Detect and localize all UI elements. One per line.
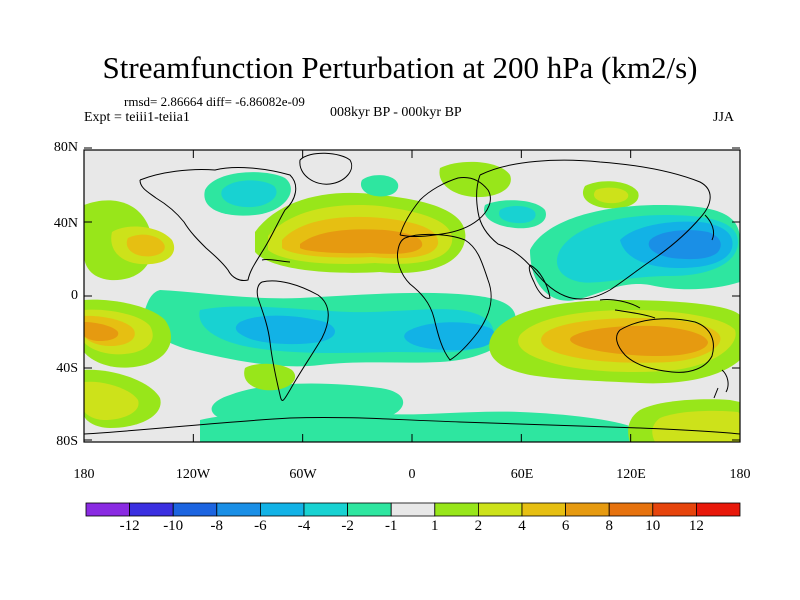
contour-pos-2-southwest-pacific	[84, 381, 139, 420]
map-title: Streamfunction Perturbation at 200 hPa (…	[102, 50, 698, 85]
colorbar-label: 2	[474, 518, 483, 534]
contour-neg-1-southern-ocean	[200, 411, 640, 442]
coastline-greenland	[299, 152, 353, 185]
lon-label-60e: 60E	[510, 467, 534, 482]
contour-neg-4-south-america	[235, 315, 336, 345]
contour-neg-1-scandinavia	[360, 175, 399, 197]
colorbar-label: 4	[518, 518, 526, 534]
colorbar	[85, 502, 741, 517]
colorbar-label: -12	[119, 518, 140, 534]
coastlines	[84, 152, 740, 435]
coastline-africa	[397, 233, 492, 361]
colorbar-label: -2	[341, 518, 354, 534]
colorbar-swatch	[565, 502, 610, 517]
coastline-japan	[704, 214, 715, 241]
colorbar-swatch	[347, 502, 392, 517]
contour-pos-2-siberia	[593, 187, 629, 204]
contour-neg-2-north-america	[221, 180, 277, 208]
lon-label-180w: 180	[73, 467, 95, 482]
lat-label-80s: 80S	[56, 434, 78, 449]
coastline-india	[528, 264, 551, 299]
coastline-caribbean	[261, 258, 291, 263]
colorbar-swatch	[608, 502, 654, 517]
colorbar-swatch	[434, 502, 479, 517]
colorbar-label: -6	[254, 518, 267, 534]
colorbar-label: 1	[431, 518, 439, 534]
coastline-europe	[399, 177, 491, 238]
contour-neg-6-west-pacific	[648, 230, 721, 260]
coastline-north-america	[139, 167, 297, 281]
lat-label-80n: 80N	[53, 140, 78, 155]
colorbar-swatch	[129, 502, 174, 517]
contour-pos-6-east-pacific	[84, 322, 119, 341]
colorbar-swatch	[172, 502, 218, 517]
contour-pos-2-south-indian	[652, 410, 740, 442]
colorbar-label: -4	[297, 518, 311, 534]
colorbar-swatch	[652, 502, 697, 517]
colorbar-label: -8	[210, 518, 224, 534]
colorbar-swatch	[521, 502, 566, 517]
colorbar-label: -10	[163, 518, 184, 534]
coastline-antarctica	[84, 416, 740, 435]
season-label: JJA	[713, 110, 735, 125]
contour-neg-2-asia	[499, 206, 536, 224]
contour-neg-4-south-atlantic	[404, 322, 496, 351]
contour-pos-4-pacific-north	[126, 234, 165, 257]
lat-label-40s: 40S	[56, 361, 78, 376]
colorbar-swatch	[477, 502, 523, 517]
period-label: 008kyr BP - 000kyr BP	[330, 105, 462, 120]
colorbar-swatch	[303, 502, 348, 517]
axis-ticks	[83, 147, 741, 442]
coastline-australia	[616, 318, 714, 373]
colorbar-swatch	[390, 502, 436, 517]
stats-line: rmsd= 2.86664 diff= -6.86082e-09	[124, 94, 305, 109]
contour-fill-layer	[84, 150, 740, 442]
colorbar-label: -1	[384, 518, 398, 534]
lon-label-120w: 120W	[175, 467, 211, 482]
contour-pos-1-patagonia	[244, 363, 296, 391]
experiment-label: Expt = teiii1-teiia1	[84, 110, 190, 125]
colorbar-label: 6	[561, 518, 570, 534]
lon-label-0: 0	[408, 467, 416, 482]
lat-label-0: 0	[71, 288, 78, 303]
contour-pos-6-north-atlantic	[300, 229, 423, 254]
colorbar-swatch	[85, 502, 130, 517]
coastline-south-america	[256, 280, 329, 401]
contour-pos-6-australia	[570, 325, 708, 356]
colorbar-swatch	[259, 502, 305, 517]
lon-label-60w: 60W	[289, 467, 317, 482]
lat-label-40n: 40N	[53, 216, 78, 231]
coastline-new-zealand	[713, 369, 729, 399]
colorbar-label: 10	[645, 518, 661, 534]
colorbar-label: 8	[605, 518, 613, 534]
colorbar-swatch	[696, 502, 741, 517]
coastline-maritime-continent	[599, 299, 656, 319]
lon-label-180e: 180	[729, 467, 751, 482]
coastline-asia	[476, 159, 711, 300]
colorbar-swatch	[216, 502, 261, 517]
colorbar-label: 12	[688, 518, 704, 534]
lon-label-120e: 120E	[616, 467, 646, 482]
